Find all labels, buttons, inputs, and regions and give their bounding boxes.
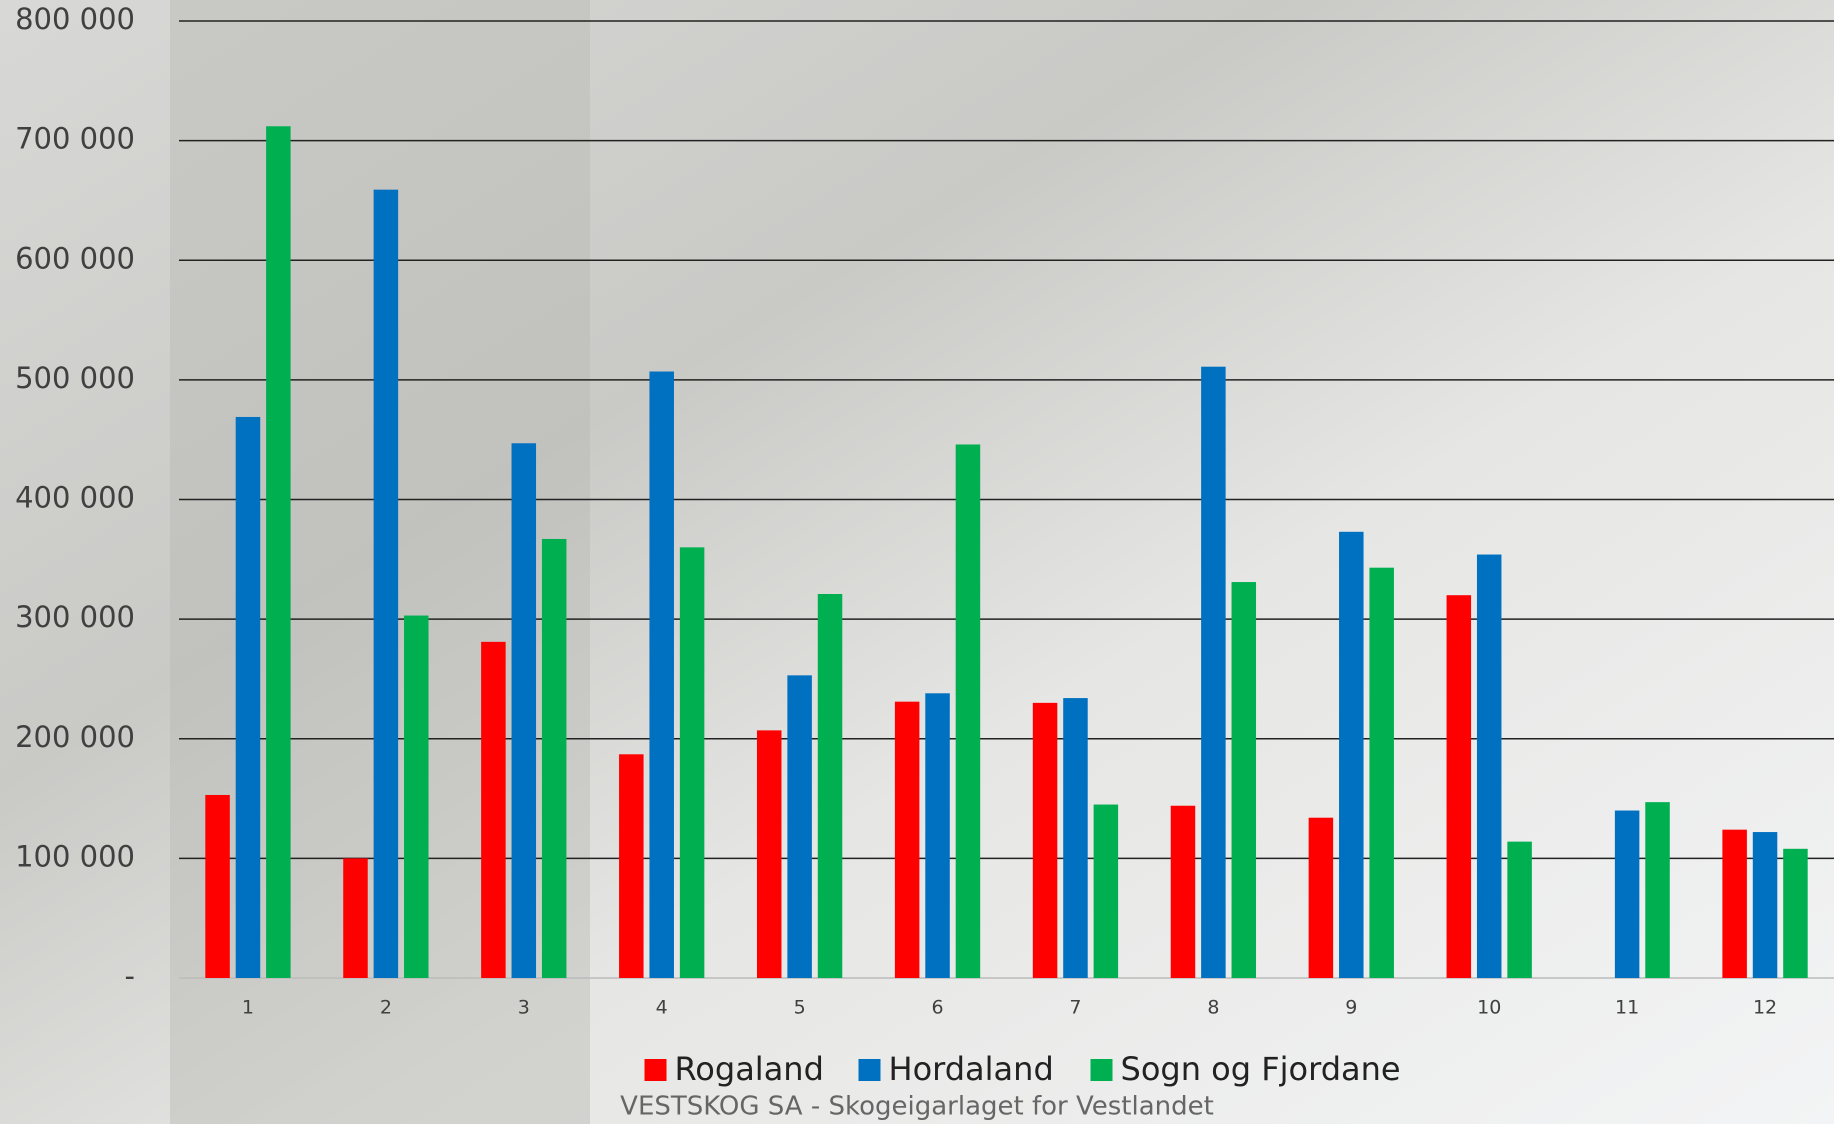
bar xyxy=(404,615,429,978)
legend-label: Hordaland xyxy=(889,1050,1054,1088)
bar xyxy=(756,730,782,978)
bar xyxy=(619,754,644,978)
y-tick-label: 600 000 xyxy=(15,241,135,275)
bar xyxy=(1063,698,1088,978)
y-tick-label: - xyxy=(125,959,135,993)
bar xyxy=(1032,702,1058,978)
footer: VESTSKOG SA - Skogeigarlaget for Vestlan… xyxy=(620,1092,1214,1122)
bar xyxy=(1645,802,1670,978)
bar xyxy=(1093,804,1119,978)
bar xyxy=(1614,810,1640,978)
y-tick-label: 500 000 xyxy=(15,361,135,395)
bar xyxy=(955,444,981,978)
y-tick-label: 100 000 xyxy=(15,839,135,873)
bar xyxy=(235,416,261,978)
x-tick-label: 5 xyxy=(794,997,806,1019)
bar xyxy=(1308,817,1334,978)
bar xyxy=(1783,848,1808,978)
x-tick-label: 3 xyxy=(518,997,530,1019)
bar xyxy=(205,794,230,978)
y-tick-label: 300 000 xyxy=(15,600,135,634)
bar xyxy=(1369,567,1394,978)
x-tick-label: 1 xyxy=(242,997,254,1019)
bar xyxy=(1231,582,1257,978)
x-tick-label: 10 xyxy=(1477,997,1501,1019)
legend-label: Rogaland xyxy=(675,1050,824,1088)
bar xyxy=(1476,554,1502,978)
bar xyxy=(1201,366,1226,978)
x-tick-label: 4 xyxy=(656,997,668,1019)
x-tick-label: 8 xyxy=(1207,997,1219,1019)
bar xyxy=(787,675,812,978)
y-tick-label: 800 000 xyxy=(15,2,135,36)
x-tick-label: 6 xyxy=(931,997,943,1019)
bar xyxy=(817,594,843,978)
bar xyxy=(1507,841,1532,978)
bar xyxy=(541,538,567,978)
x-tick-label: 7 xyxy=(1069,997,1081,1019)
bar xyxy=(894,701,920,978)
bar xyxy=(511,443,537,978)
bar xyxy=(266,126,291,978)
x-tick-label: 12 xyxy=(1753,997,1777,1019)
legend-label: Sogn og Fjordane xyxy=(1121,1050,1401,1088)
legend-swatch xyxy=(644,1059,667,1081)
bar xyxy=(679,547,705,978)
bar xyxy=(343,858,368,978)
bar xyxy=(481,641,506,978)
bar xyxy=(373,189,399,978)
bar xyxy=(1170,805,1196,978)
bar xyxy=(1752,832,1778,978)
y-tick-label: 400 000 xyxy=(15,481,135,515)
legend-swatch xyxy=(1090,1059,1113,1081)
x-tick-label: 11 xyxy=(1615,997,1639,1019)
legend-swatch xyxy=(858,1059,881,1081)
bar xyxy=(1446,595,1472,978)
y-tick-label: 200 000 xyxy=(15,720,135,754)
bar xyxy=(1722,829,1747,978)
bar xyxy=(649,371,674,979)
x-tick-label: 2 xyxy=(380,997,392,1019)
bar xyxy=(925,693,950,978)
bar xyxy=(1339,531,1364,978)
y-tick-label: 700 000 xyxy=(15,122,135,156)
x-tick-label: 9 xyxy=(1345,997,1357,1019)
